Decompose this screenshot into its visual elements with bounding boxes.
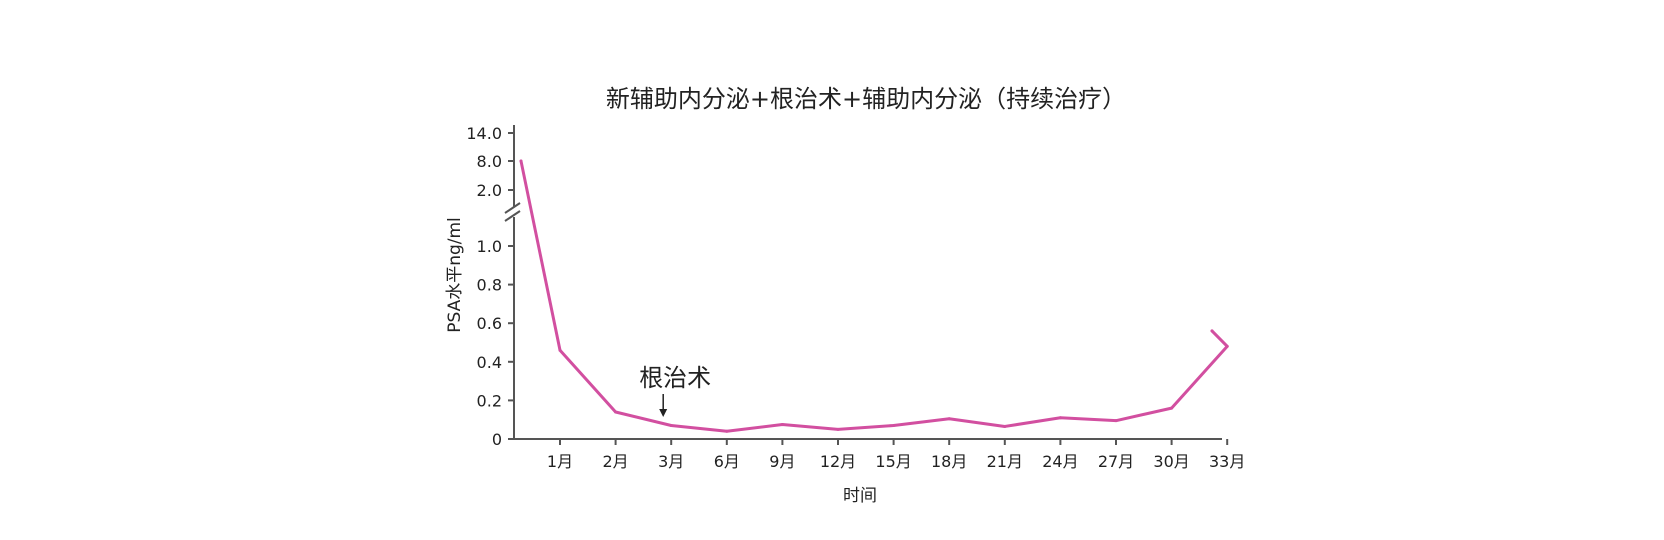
y-tick-label: 14.0	[466, 124, 502, 143]
y-tick-label: 8.0	[477, 152, 502, 171]
x-tick-label: 30月	[1153, 452, 1189, 471]
y-tick-label: 1.0	[477, 237, 502, 256]
x-tick-label: 2月	[603, 452, 629, 471]
data-point	[1114, 419, 1118, 423]
annotation-arrowhead	[659, 409, 668, 417]
data-point	[1170, 406, 1174, 410]
x-axis-title: 时间	[843, 486, 877, 506]
data-point	[558, 348, 562, 352]
x-tick-label: 3月	[658, 452, 684, 471]
x-tick-label: 21月	[987, 452, 1023, 471]
x-tick-label: 18月	[931, 452, 967, 471]
x-tick-label: 6月	[714, 452, 740, 471]
y-tick-label: 0	[492, 430, 502, 449]
data-point	[725, 429, 729, 433]
x-tick-label: 12月	[820, 452, 856, 471]
axis-break-mark	[504, 210, 521, 222]
y-tick-label: 0.6	[477, 314, 502, 333]
annotation-label: 根治术	[639, 364, 711, 392]
data-point	[614, 410, 618, 414]
x-tick-label: 33月	[1209, 452, 1245, 471]
y-axis-title: PSA水平ng/ml	[445, 217, 465, 333]
series-group	[519, 159, 1229, 433]
data-point	[519, 159, 523, 163]
x-tick-label: 15月	[875, 452, 911, 471]
axes	[504, 125, 1222, 440]
annotations: 根治术	[639, 364, 711, 417]
axis-break-mark	[504, 202, 521, 214]
data-point	[892, 423, 896, 427]
x-tick-label: 27月	[1098, 452, 1134, 471]
data-point	[836, 427, 840, 431]
data-point	[1225, 344, 1229, 348]
data-point	[947, 417, 951, 421]
ticks: 0 0.2 0.4 0.6 0.8 1.0 2.0 8.0 14.0 1月 2月 3月 6月 9月 12月 1…	[466, 124, 1245, 471]
chart-title: 新辅助内分泌+根治术+辅助内分泌（持续治疗）	[606, 85, 1126, 113]
data-point	[1058, 416, 1062, 420]
series-line	[519, 159, 1229, 433]
x-tick-label: 24月	[1042, 452, 1078, 471]
data-point	[1210, 329, 1214, 333]
y-tick-label: 0.2	[477, 391, 502, 410]
y-tick-label: 0.4	[477, 353, 502, 372]
y-tick-label: 0.8	[477, 276, 502, 295]
x-tick-label: 9月	[769, 452, 795, 471]
data-point	[1003, 424, 1007, 428]
y-tick-label: 2.0	[477, 181, 502, 200]
data-point	[669, 423, 673, 427]
data-point	[780, 423, 784, 427]
x-tick-label: 1月	[547, 452, 573, 471]
